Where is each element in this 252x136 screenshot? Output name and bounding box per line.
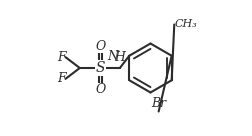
Text: H: H: [114, 51, 125, 64]
Text: O: O: [95, 83, 105, 96]
Text: CH₃: CH₃: [175, 19, 198, 30]
Text: N: N: [108, 50, 118, 63]
Text: O: O: [95, 40, 105, 53]
Text: Br: Br: [151, 97, 166, 110]
Text: F: F: [57, 51, 66, 64]
Text: S: S: [96, 61, 105, 75]
Text: F: F: [57, 72, 66, 85]
